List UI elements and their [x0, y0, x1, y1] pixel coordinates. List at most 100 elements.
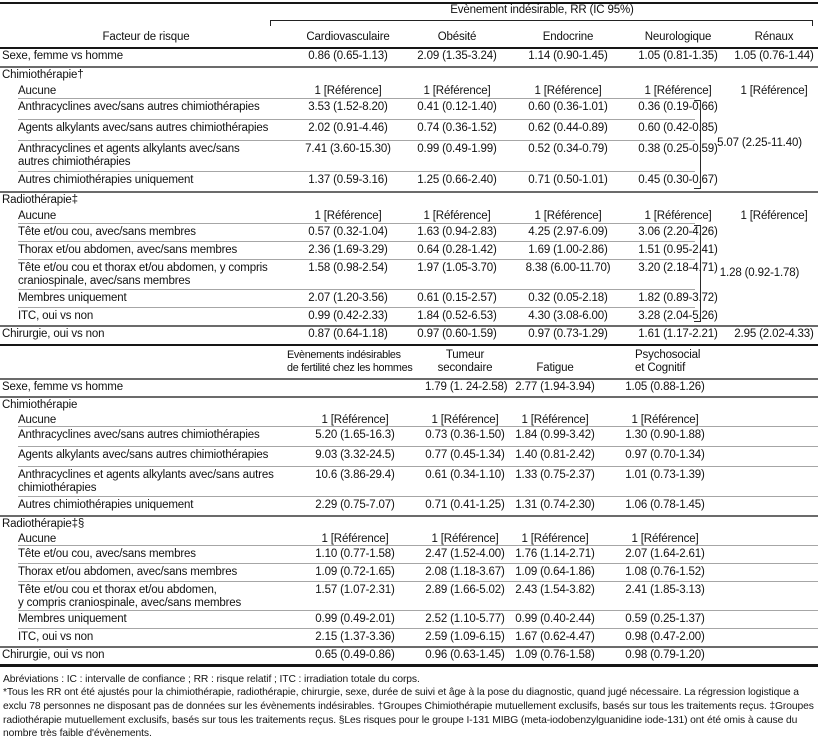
- value-cell: 1.63 (0.94-2.83): [417, 226, 497, 238]
- value-cell: 1 [Référence]: [314, 85, 382, 97]
- table-row: Anthracyclines et agents alkylants avec/…: [0, 140, 818, 171]
- value-cell: 0.38 (0.25-0.59): [638, 143, 718, 155]
- value-cell: 1.10 (0.77-1.58): [315, 548, 395, 561]
- value-cell: 1 [Référence]: [631, 414, 699, 427]
- value-cell: 1 [Référence]: [321, 533, 389, 546]
- value-cell: 2.47 (1.52-4.00): [425, 548, 505, 561]
- divider: [18, 563, 818, 565]
- row-label: Aucune: [18, 85, 57, 97]
- value-cell: 1.08 (0.76-1.52): [625, 566, 705, 579]
- section-rule: [0, 191, 818, 193]
- value-cell: 0.36 (0.19-0.66): [638, 101, 718, 113]
- section-rule: [0, 325, 818, 327]
- value-cell: 1.37 (0.59-3.16): [308, 174, 388, 186]
- table-row-aucune: Aucune 1 [Référence] 1 [Référence] 1 [Ré…: [0, 411, 818, 426]
- value-cell: 2.29 (0.75-7.07): [315, 499, 395, 512]
- divider: [18, 426, 818, 428]
- column-header-renaux: Rénaux: [754, 30, 794, 43]
- value-cell: 2.41 (1.85-3.13): [625, 584, 705, 597]
- value-cell: 1.69 (1.00-2.86): [528, 244, 608, 256]
- value-cell: 1.09 (0.76-1.58): [515, 649, 595, 662]
- divider: [18, 119, 695, 120]
- value-cell: 0.71 (0.41-1.25): [425, 499, 505, 512]
- table-row: Tête et/ou cou et thorax et/ou abdomen, …: [0, 259, 818, 289]
- section-title: Radiothérapie‡§: [2, 518, 85, 531]
- value-cell: 9.03 (3.32-24.5): [315, 449, 395, 462]
- value-cell: 1.25 (0.66-2.40): [417, 174, 497, 186]
- renaux-merge-bracket-radio: [694, 225, 701, 322]
- merged-value-renaux-chimio: 5.07 (2.25-11.40): [717, 137, 802, 149]
- value-cell: 0.98 (0.79-1.20): [625, 649, 705, 662]
- value-cell: 3.28 (2.04-5.26): [638, 310, 718, 322]
- value-cell: 2.52 (1.10-5.77): [425, 613, 505, 626]
- header-bracket: [270, 20, 813, 26]
- value-cell: 1 [Référence]: [431, 533, 499, 546]
- table-bottom-rule: [0, 664, 818, 667]
- table-row-chirurgie: Chirurgie, oui vs non 0.65 (0.49-0.86) 0…: [0, 646, 818, 664]
- value-cell: 0.59 (0.25-1.37): [625, 613, 705, 626]
- divider: [18, 289, 695, 290]
- row-label: Chirurgie, oui vs non: [2, 328, 105, 340]
- value-cell: 3.20 (2.18-4.71): [638, 262, 718, 274]
- row-label: Anthracyclines avec/sans autres chimioth…: [18, 429, 260, 442]
- table-row-sexe: Sexe, femme vs homme 0.86 (0.65-1.13) 2.…: [0, 47, 818, 66]
- value-cell: 0.99 (0.40-2.44): [515, 613, 595, 626]
- value-cell: 0.99 (0.49-1.99): [417, 143, 497, 155]
- value-cell: 0.87 (0.64-1.18): [308, 328, 388, 340]
- column-header-psychosocial: Psychosocial et Cognitif: [635, 349, 701, 374]
- value-cell: 1.84 (0.99-3.42): [515, 429, 595, 442]
- row-label: Tête et/ou cou et thorax et/ou abdomen, …: [18, 584, 242, 609]
- table-row: Tête et/ou cou, avec/sans membres 1.10 (…: [0, 545, 818, 563]
- header-rule: [0, 47, 818, 50]
- value-cell: 2.09 (1.35-3.24): [417, 50, 497, 62]
- table-part1: Evènement indésirable, RR (IC 95%) Facte…: [0, 0, 818, 347]
- value-cell: 2.07 (1.20-3.56): [308, 292, 388, 304]
- value-cell: 2.07 (1.64-2.61): [625, 548, 705, 561]
- column-header-tumeur-secondaire: Tumeur secondaire: [437, 349, 493, 374]
- table-row: Anthracyclines et agents alkylants avec/…: [0, 466, 818, 496]
- value-cell: 1.76 (1.14-2.71): [515, 548, 595, 561]
- row-label: Thorax et/ou abdomen, avec/sans membres: [18, 244, 238, 256]
- table-row: Thorax et/ou abdomen, avec/sans membres …: [0, 563, 818, 581]
- value-cell: 1 [Référence]: [321, 414, 389, 427]
- value-cell: 1.61 (1.17-2.21): [638, 328, 718, 340]
- divider: [18, 545, 818, 547]
- top-rule: [0, 2, 818, 5]
- value-cell: 0.97 (0.60-1.59): [417, 328, 497, 340]
- value-cell: 0.62 (0.44-0.89): [528, 122, 608, 134]
- footnote-note: *Tous les RR ont été ajustés pour la chi…: [3, 687, 814, 740]
- value-cell: 0.71 (0.50-1.01): [528, 174, 608, 186]
- row-label: Tête et/ou cou, avec/sans membres: [18, 548, 196, 561]
- value-cell: 1 [Référence]: [740, 85, 808, 97]
- value-cell: 1 [Référence]: [423, 85, 491, 97]
- value-cell: 0.45 (0.30-0.67): [638, 174, 718, 186]
- table-part2: Evènements indésirables de fertilité che…: [0, 346, 818, 667]
- value-cell: 1.51 (0.95-2.41): [638, 244, 718, 256]
- section-row-chimiotherapie: Chimiothérapie: [0, 396, 818, 411]
- value-cell: 1.97 (1.05-3.70): [417, 262, 497, 274]
- table-row-aucune: Aucune 1 [Référence] 1 [Référence] 1 [Ré…: [0, 207, 818, 223]
- table-row: Agents alkylants avec/sans autres chimio…: [0, 446, 818, 466]
- value-cell: 0.60 (0.36-1.01): [528, 101, 608, 113]
- merged-value-renaux-radio: 1.28 (0.92-1.78): [719, 267, 800, 279]
- value-cell: 1 [Référence]: [521, 533, 589, 546]
- row-label: Sexe, femme vs homme: [2, 381, 123, 394]
- column-header-fertilite: Evènements indésirables de fertilité che…: [287, 349, 413, 374]
- value-cell: 0.97 (0.70-1.34): [625, 449, 705, 462]
- row-label: Autres chimiothérapies uniquement: [18, 499, 194, 512]
- divider: [18, 241, 695, 242]
- table-spanner-title: Evènement indésirable, RR (IC 95%): [450, 4, 634, 16]
- value-cell: 2.02 (0.91-4.46): [308, 122, 388, 134]
- table-row: Anthracyclines avec/sans autres chimioth…: [0, 98, 818, 119]
- value-cell: 2.89 (1.66-5.02): [425, 584, 505, 597]
- row-label: Thorax et/ou abdomen, avec/sans membres: [18, 566, 238, 579]
- section-row-radiotherapie: Radiothérapie‡§: [0, 515, 818, 530]
- table-row-sexe: Sexe, femme vs homme 1.79 (1. 24-2.58) 2…: [0, 378, 818, 396]
- value-cell: 0.97 (0.73-1.29): [528, 328, 608, 340]
- value-cell: 1 [Référence]: [534, 210, 602, 222]
- value-cell: 1 [Référence]: [314, 210, 382, 222]
- divider: [18, 259, 695, 260]
- value-cell: 0.41 (0.12-1.40): [417, 101, 497, 113]
- row-label: Membres uniquement: [18, 292, 127, 304]
- row-label: Sexe, femme vs homme: [2, 50, 123, 62]
